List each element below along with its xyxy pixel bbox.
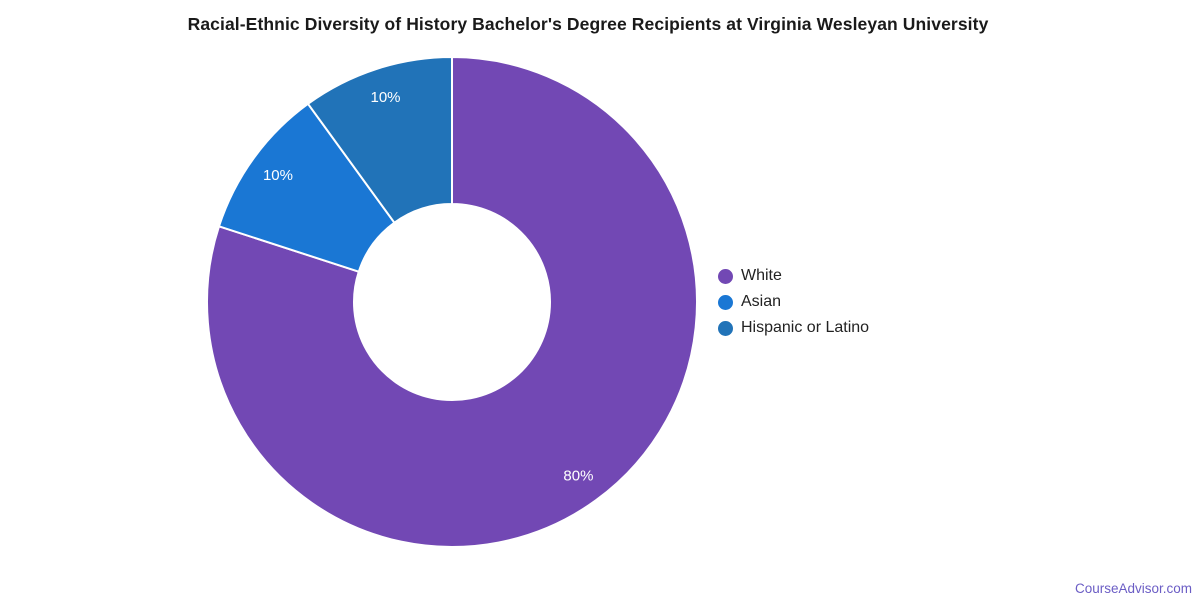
chart-title: Racial-Ethnic Diversity of History Bache… — [187, 14, 989, 34]
legend-dot-hispanic-or-latino-icon — [718, 320, 733, 336]
legend: White Asian Hispanic or Latino — [718, 263, 869, 341]
pie-slice-white[interactable] — [206, 56, 698, 548]
donut-slice-labels: 80% 10% 10% — [263, 89, 593, 485]
legend-dot-asian-icon — [718, 294, 733, 310]
slice-value-label: 10% — [371, 89, 401, 106]
legend-label: White — [741, 267, 782, 284]
legend-item-asian[interactable]: Asian — [718, 289, 869, 315]
legend-item-white[interactable]: White — [718, 263, 869, 289]
slice-value-label: 10% — [263, 167, 293, 184]
slice-value-label: 80% — [563, 468, 593, 485]
pie-slice-hispanic-or-latino[interactable] — [306, 56, 453, 224]
legend-item-hispanic-or-latino[interactable]: Hispanic or Latino — [718, 315, 869, 341]
courseadvisor-link[interactable]: CourseAdvisor.com — [1074, 581, 1192, 596]
legend-label: Asian — [741, 293, 782, 310]
legend-label: Hispanic or Latino — [741, 319, 870, 336]
donut-slices — [206, 56, 698, 548]
legend-dot-white-icon — [718, 268, 733, 284]
